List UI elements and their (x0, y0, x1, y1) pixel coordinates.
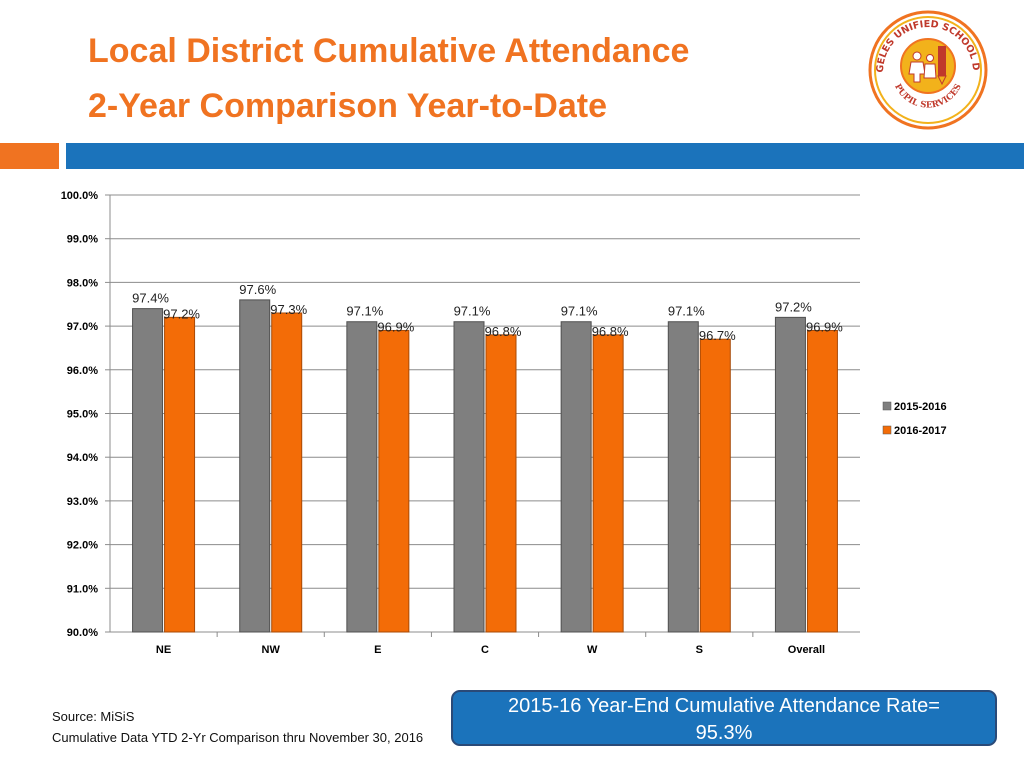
data-label-2015-2016-Overall: 97.2% (775, 299, 812, 314)
x-tick-label-Overall: Overall (788, 644, 825, 656)
y-tick-label: 95.0% (67, 409, 98, 421)
children-figures-icon (908, 51, 937, 83)
source-note: Cumulative Data YTD 2-Yr Comparison thru… (52, 730, 424, 745)
x-tick-label-NE: NE (156, 644, 171, 656)
x-tick-label-C: C (481, 644, 489, 656)
callout-line-1: 2015-16 Year-End Cumulative Attendance R… (508, 695, 940, 717)
x-tick-label-W: W (587, 644, 598, 656)
attendance-bar-chart: 90.0% 91.0% 92.0% 93.0% 94.0% 95.0% 96.0% 97.0%… (61, 190, 947, 656)
chart-data-labels: 97.4%97.2%97.6%97.3% 97.1%96.9%97.1%96.8%… (132, 282, 843, 343)
bar-2015-2016-W (560, 321, 592, 633)
y-tick-label: 90.0% (67, 627, 98, 639)
chart-gridlines (105, 194, 860, 637)
y-tick-label: 97.0% (67, 321, 98, 333)
data-label-2015-2016-E: 97.1% (346, 304, 383, 319)
x-tick-label-S: S (696, 644, 703, 656)
source-footer: Source: MiSiS Cumulative Data YTD 2-Yr C… (52, 706, 423, 748)
bar-2016-2017-Overall (806, 329, 838, 633)
title-line-1: Local District Cumulative Attendance (88, 32, 690, 70)
bar-2015-2016-NE (132, 308, 164, 633)
bar-2015-2016-Overall (774, 316, 806, 633)
y-tick-label: 96.0% (67, 365, 98, 377)
title-line-2: 2-Year Comparison Year-to-Date (88, 87, 607, 125)
legend-label-2016-2017: 2016-2017 (894, 425, 947, 437)
legend-swatch-2015-2016 (882, 401, 892, 411)
x-tick-label-NW: NW (262, 644, 281, 656)
pencil-icon (937, 46, 947, 86)
y-tick-label: 93.0% (67, 496, 98, 508)
bar-2016-2017-C (485, 334, 517, 633)
bar-2016-2017-E (378, 329, 410, 633)
bar-2015-2016-S (667, 321, 699, 633)
y-tick-label: 92.0% (67, 540, 98, 552)
bar-2015-2016-NW (239, 299, 271, 633)
accent-band-orange (0, 143, 59, 169)
data-label-2016-2017-E: 96.9% (377, 319, 414, 334)
callout-line-2: 95.3% (695, 722, 753, 744)
data-label-2015-2016-C: 97.1% (454, 304, 491, 319)
data-label-2016-2017-Overall: 96.9% (806, 319, 843, 334)
y-tick-label: 91.0% (67, 583, 98, 595)
y-tick-label: 99.0% (67, 234, 98, 246)
data-label-2016-2017-NE: 97.2% (163, 306, 200, 321)
legend-swatch-2016-2017 (882, 425, 892, 435)
data-label-2016-2017-W: 96.8% (592, 324, 629, 339)
x-tick-label-E: E (374, 644, 381, 656)
data-label-2016-2017-C: 96.8% (485, 324, 522, 339)
bar-2016-2017-NW (271, 312, 303, 633)
data-label-2016-2017-NW: 97.3% (270, 302, 307, 317)
bar-2015-2016-C (453, 321, 485, 633)
source-text: Source: MiSiS (52, 709, 135, 724)
page-title: Local District Cumulative Attendance 2-Y… (88, 24, 689, 134)
y-tick-label: 100.0% (61, 190, 99, 202)
accent-band-blue (66, 143, 1024, 169)
data-label-2015-2016-S: 97.1% (668, 304, 705, 319)
data-label-2015-2016-NW: 97.6% (239, 282, 276, 297)
bar-2016-2017-NE (164, 316, 196, 633)
year-end-rate-callout: 2015-16 Year-End Cumulative Attendance R… (451, 690, 997, 746)
chart-legend: 2015-2016 2016-2017 (882, 401, 947, 437)
bar-2015-2016-E (346, 321, 378, 633)
data-label-2015-2016-NE: 97.4% (132, 291, 169, 306)
y-tick-label: 94.0% (67, 452, 98, 464)
lausd-pupil-services-logo: LOS ANGELES UNIFIED SCHOOL DISTRICT PUPI… (866, 8, 988, 130)
bar-2016-2017-W (592, 334, 624, 633)
y-axis-tick-labels: 90.0% 91.0% 92.0% 93.0% 94.0% 95.0% 96.0% 97.0%… (61, 190, 99, 639)
bar-2016-2017-S (699, 338, 731, 633)
legend-label-2015-2016: 2015-2016 (894, 401, 947, 413)
chart-bars (132, 299, 838, 633)
y-tick-label: 98.0% (67, 277, 98, 289)
data-label-2016-2017-S: 96.7% (699, 328, 736, 343)
data-label-2015-2016-W: 97.1% (561, 304, 598, 319)
x-axis-tick-labels: NE NW E C W S Overall (156, 644, 825, 656)
